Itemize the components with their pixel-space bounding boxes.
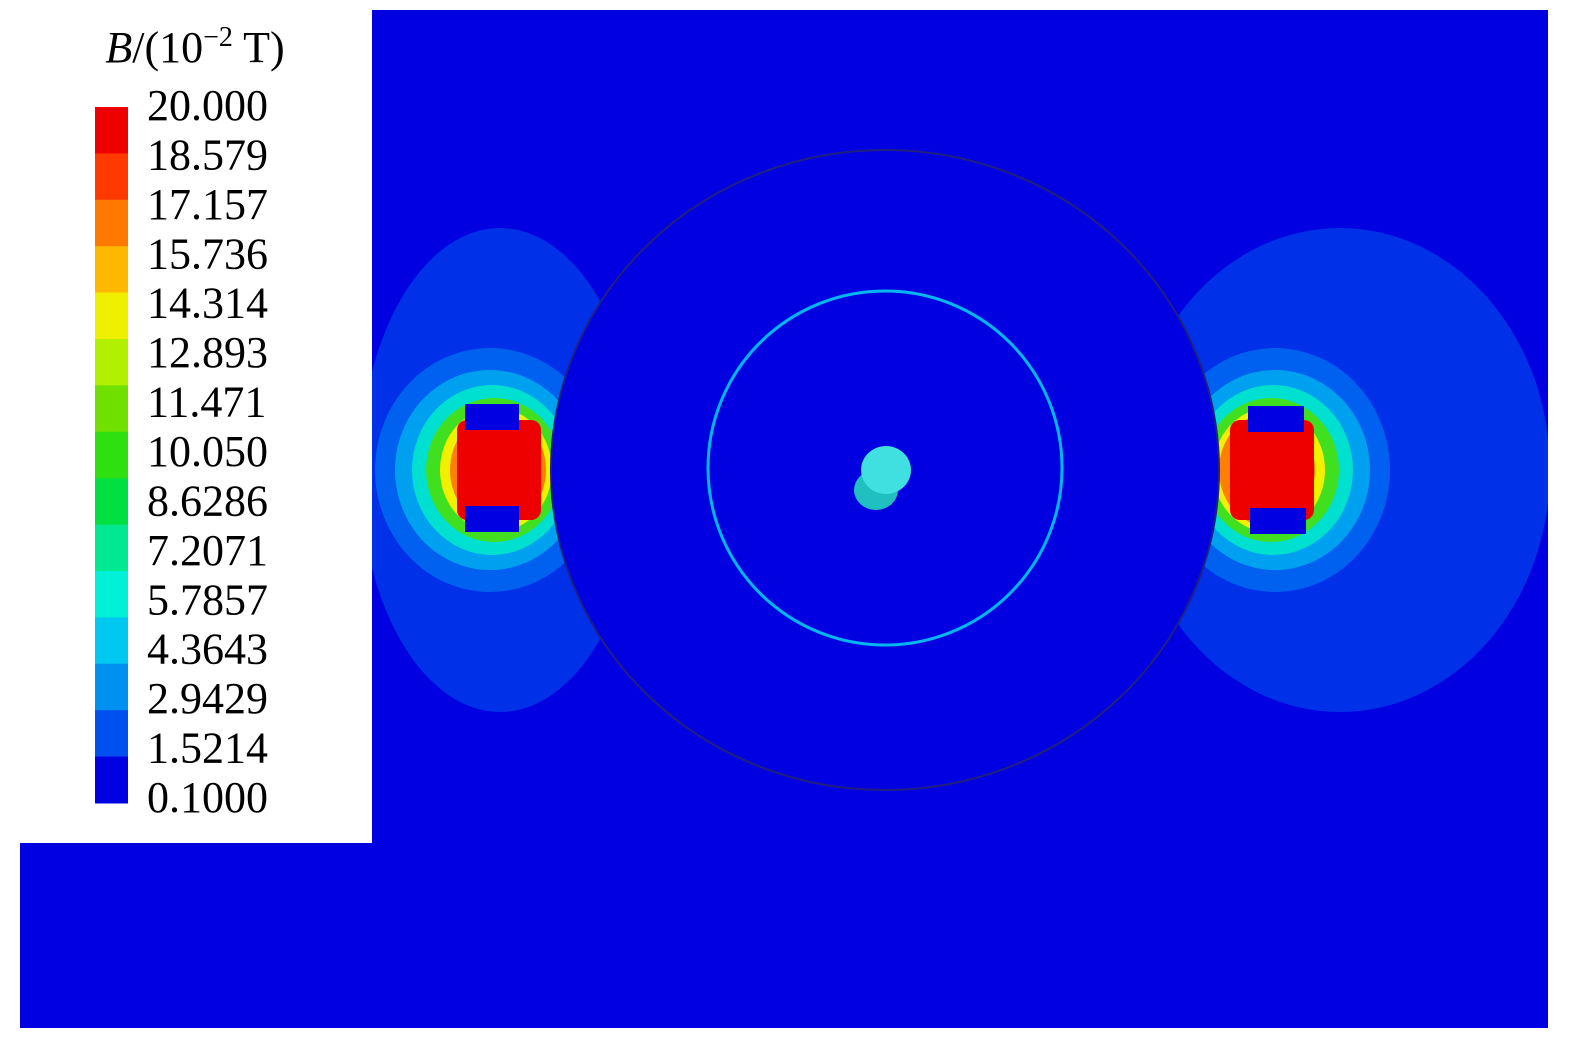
- legend-swatch: [95, 246, 128, 294]
- legend-title: B/(10−2 T): [105, 22, 284, 72]
- legend-label: 12.893: [147, 328, 268, 377]
- legend-label: 17.157: [147, 180, 268, 229]
- legend-swatch: [95, 199, 128, 247]
- legend-label: 20.000: [147, 81, 268, 130]
- legend-swatch: [95, 292, 128, 340]
- legend-swatch: [95, 663, 128, 711]
- coil-gap: [465, 506, 519, 532]
- legend-swatch: [95, 756, 128, 804]
- legend-label: 7.2071: [147, 526, 268, 575]
- legend-label: 1.5214: [147, 724, 268, 773]
- legend-swatch: [95, 339, 128, 386]
- legend-swatch: [95, 385, 128, 433]
- legend-box: [20, 10, 372, 843]
- legend-label: 8.6286: [147, 476, 268, 525]
- inner-ring: [706, 289, 1064, 647]
- legend-label: 11.471: [147, 378, 266, 427]
- legend-swatch: [95, 710, 128, 758]
- legend-label: 0.1000: [147, 773, 268, 822]
- legend-swatch: [95, 431, 128, 479]
- coil-gap: [1248, 406, 1304, 432]
- legend-label: 15.736: [147, 229, 268, 278]
- legend-swatch: [95, 478, 128, 526]
- legend-label: 10.050: [147, 427, 268, 476]
- legend-label: 18.579: [147, 130, 268, 179]
- coil-gap: [1250, 508, 1306, 534]
- legend-swatch: [95, 571, 128, 618]
- legend-label: 5.7857: [147, 575, 268, 624]
- legend-swatch: [95, 107, 128, 154]
- coil: [457, 420, 541, 520]
- coil: [1230, 420, 1314, 520]
- legend-title-suffix: T): [233, 23, 285, 72]
- legend-scale: 20.00018.57917.15715.73614.31412.89311.4…: [95, 81, 268, 822]
- legend-title-exponent: −2: [203, 22, 233, 53]
- legend-title-symbol: B: [105, 23, 132, 72]
- legend-label: 14.314: [147, 279, 268, 328]
- legend-swatch: [95, 524, 128, 572]
- center-blob: [861, 446, 911, 494]
- coil-gap: [465, 404, 519, 430]
- legend-swatch: [95, 153, 128, 201]
- legend-label: 4.3643: [147, 625, 268, 674]
- legend-title-prefix: /(10: [132, 23, 203, 72]
- legend-swatch: [95, 617, 128, 665]
- legend-label: 2.9429: [147, 674, 268, 723]
- field-contours: [360, 149, 1548, 791]
